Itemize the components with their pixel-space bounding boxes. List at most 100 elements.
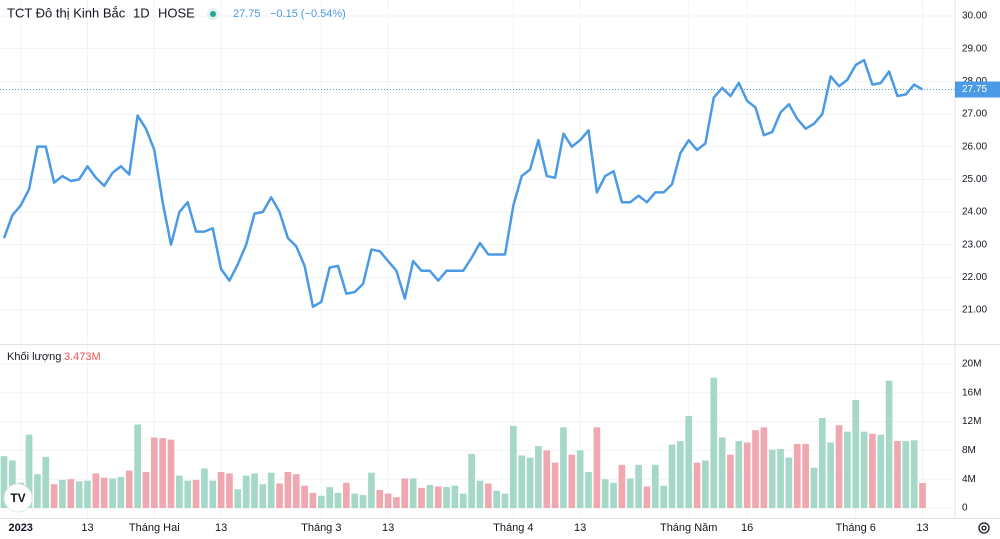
status-dot xyxy=(210,11,216,17)
volume-bar xyxy=(426,484,434,508)
x-tick-label: 13 xyxy=(382,522,394,534)
volume-bar xyxy=(142,471,150,508)
x-tick-label: 2023 xyxy=(8,522,32,534)
volume-bar xyxy=(727,454,734,508)
volume-bar xyxy=(267,472,275,508)
volume-bar xyxy=(510,425,517,508)
y-tick-label: 28.00 xyxy=(962,76,987,87)
volume-bar xyxy=(359,495,367,508)
volume-bar xyxy=(560,427,567,508)
volume-bar xyxy=(209,480,217,508)
volume-bar xyxy=(75,481,83,508)
volume-bar xyxy=(25,434,33,508)
volume-bar xyxy=(660,485,668,508)
volume-bar xyxy=(618,464,626,508)
volume-bar xyxy=(543,450,551,508)
volume-bar xyxy=(752,430,759,508)
volume-bar xyxy=(818,417,826,508)
volume-bar xyxy=(877,434,885,508)
volume-bar xyxy=(334,492,342,508)
y2-tick-label: 4M xyxy=(962,474,976,485)
volume-bar xyxy=(251,473,258,508)
volume-bar xyxy=(768,449,776,508)
symbol-title: TCT Đô thị Kinh Bắc xyxy=(7,5,126,20)
volume-bar xyxy=(793,443,801,508)
volume-bar xyxy=(760,427,768,508)
volume-bar xyxy=(301,485,308,508)
volume-bar xyxy=(50,484,58,508)
volume-bar xyxy=(835,425,843,508)
x-tick-label: 16 xyxy=(741,522,753,534)
y-tick-label: 24.00 xyxy=(962,207,987,218)
volume-bar xyxy=(368,472,375,508)
volume-bar xyxy=(459,493,467,508)
volume-bar xyxy=(292,474,300,508)
volume-bar xyxy=(59,479,66,508)
volume-bar xyxy=(702,460,709,508)
volume-bar xyxy=(201,468,208,508)
volume-bar xyxy=(518,455,526,508)
last-volume: 3.473M xyxy=(64,351,101,363)
volume-bar xyxy=(176,475,183,508)
volume-bar xyxy=(109,478,116,508)
volume-bar xyxy=(34,474,41,508)
volume-bar xyxy=(777,448,784,508)
volume-bar xyxy=(501,493,509,508)
volume-bar xyxy=(192,479,200,508)
volume-bar xyxy=(384,493,392,508)
x-tick-label: 13 xyxy=(574,522,586,534)
volume-bar xyxy=(259,484,267,508)
y2-tick-label: 16M xyxy=(962,387,981,398)
volume-bar xyxy=(317,495,325,508)
volume-bar xyxy=(885,380,893,508)
volume-bar xyxy=(351,493,359,508)
volume-bar xyxy=(0,456,8,508)
volume-bar xyxy=(593,427,601,508)
x-tick-label: 13 xyxy=(916,522,928,534)
settings-icon[interactable] xyxy=(978,522,990,534)
volume-bar xyxy=(802,443,809,508)
volume-bar xyxy=(242,475,250,508)
volume-bar xyxy=(226,473,233,508)
x-tick-label: 13 xyxy=(81,522,93,534)
price-change: −0.15 (−0.54%) xyxy=(270,8,346,20)
volume-bar xyxy=(810,467,818,508)
y-tick-label: 25.00 xyxy=(962,174,987,185)
volume-bar xyxy=(710,377,718,508)
volume-bar xyxy=(393,497,400,508)
last-price-label: 27.75 xyxy=(962,84,987,95)
volume-bar xyxy=(585,471,592,508)
y2-tick-label: 0 xyxy=(962,503,968,514)
svg-text:TV: TV xyxy=(10,491,25,505)
x-tick-label: Tháng Năm xyxy=(660,522,717,534)
volume-bar xyxy=(84,480,91,508)
volume-bar xyxy=(67,479,75,508)
volume-bar xyxy=(693,462,701,508)
volume-bar xyxy=(677,441,684,508)
tv-logo: TV xyxy=(3,483,33,513)
volume-bar xyxy=(434,486,442,508)
volume-bar xyxy=(643,486,651,508)
volume-bar xyxy=(743,442,751,508)
x-tick-label: Tháng 6 xyxy=(836,522,876,534)
volume-bar xyxy=(134,424,141,508)
volume-bar xyxy=(551,462,559,508)
volume-bar xyxy=(919,482,926,508)
volume-bar xyxy=(735,441,743,508)
volume-bar xyxy=(785,457,793,508)
volume-bar xyxy=(484,483,492,508)
volume-bar xyxy=(150,437,158,508)
exchange: HOSE xyxy=(158,5,195,20)
price-line xyxy=(2,58,924,308)
y2-tick-label: 20M xyxy=(962,359,981,370)
volume-bar xyxy=(117,477,125,508)
y2-tick-label: 12M xyxy=(962,416,981,427)
volume-bar xyxy=(568,454,576,508)
y-tick-label: 22.00 xyxy=(962,272,987,283)
volume-bar xyxy=(42,456,50,508)
volume-bar xyxy=(626,478,634,508)
volume-bar xyxy=(376,489,384,508)
last-price: 27.75 xyxy=(233,8,261,20)
y-tick-label: 27.00 xyxy=(962,109,987,120)
